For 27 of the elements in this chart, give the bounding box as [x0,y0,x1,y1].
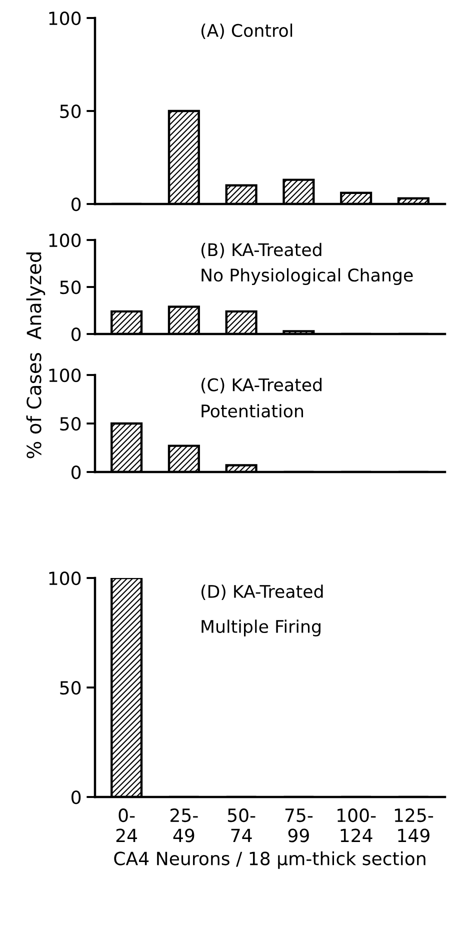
x-tick-label: 25-49 [170,808,198,842]
x-tick-label: 50-74 [228,808,256,842]
y-tick-label: 50 [60,416,81,431]
x-tick-label: 0-24 [116,808,138,842]
x-tick-label: 100-124 [338,808,376,842]
chart-title: (C) KA-Treated [201,378,322,394]
text: Multiple Firing [202,620,320,636]
y-axis-title: % of Cases Analyzed [26,252,46,458]
y-tick-label: 100 [49,571,81,586]
chart-title: (A) Control [201,24,292,40]
x-tick-label: 125-149 [394,808,434,842]
y-tick-label: 0 [72,790,81,804]
text: Potentiation [202,404,304,418]
y-tick-label: 50 [60,104,81,118]
y-tick-label: 100 [49,11,81,26]
chart-title: (B) KA-Treated [201,242,322,258]
chart-title: (D) KA-Treated [201,584,323,600]
y-tick-label: 0 [72,197,81,212]
y-tick-label: 50 [60,680,81,695]
y-tick-label: 50 [60,280,81,294]
x-axis-title: CA4 Neurons / 18 μm-thick section [114,851,426,869]
y-tick-label: 100 [49,368,81,382]
x-tick-label: 75-99 [285,808,313,842]
y-tick-label: 0 [72,465,81,480]
y-tick-label: 100 [49,233,81,248]
text: No Physiological Change [202,268,413,285]
y-tick-label: 0 [72,327,81,342]
